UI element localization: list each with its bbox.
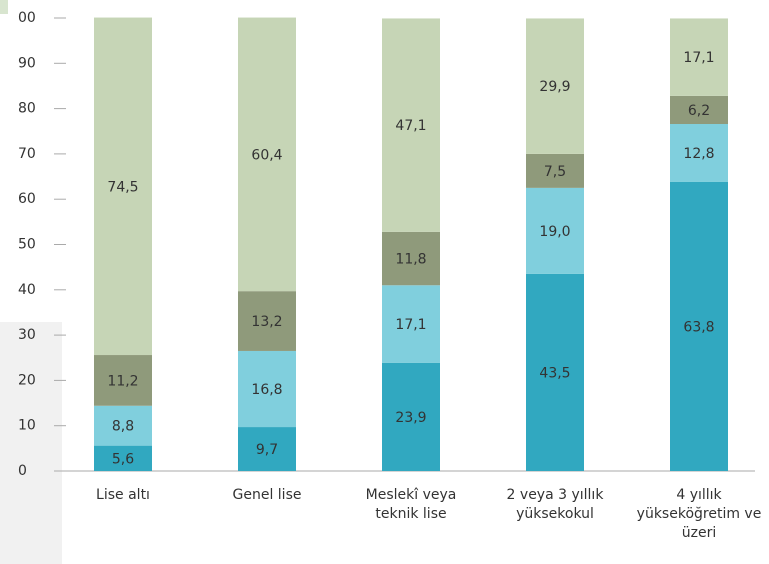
- x-tick-label: Genel lise: [232, 487, 302, 503]
- screen-artifact: [0, 0, 8, 14]
- data-label: 17,1: [683, 50, 714, 66]
- bar-segment: [670, 95, 728, 125]
- data-label: 23,9: [395, 410, 426, 426]
- bar-segment: [238, 291, 296, 351]
- bar-segment: [670, 124, 728, 182]
- x-tick-label: 2 veya 3 yıllık yüksekokul: [506, 487, 604, 522]
- data-label: 19,0: [539, 224, 570, 240]
- y-tick-label: 90: [18, 55, 36, 71]
- data-label: 12,8: [683, 146, 714, 162]
- y-tick-label: 00: [18, 10, 36, 26]
- data-label: 29,9: [539, 79, 570, 95]
- bar-segment: [526, 187, 584, 274]
- data-label: 47,1: [395, 118, 426, 134]
- bar-segment: [238, 17, 296, 292]
- bar-segment: [94, 355, 152, 406]
- y-tick-label: 40: [18, 282, 36, 298]
- screen-artifact: [0, 322, 62, 564]
- bar-segment: [670, 181, 728, 471]
- data-label: 8,8: [112, 419, 134, 435]
- data-label: 17,1: [395, 317, 426, 333]
- data-label: 16,8: [251, 382, 282, 398]
- bar-segment: [94, 445, 152, 471]
- y-tick-label: 20: [18, 372, 36, 388]
- bar-segment: [238, 350, 296, 428]
- y-tick-label: 80: [18, 101, 36, 117]
- bar-segment: [382, 362, 440, 471]
- y-tick-label: 0: [18, 463, 27, 479]
- bar-segment: [382, 285, 440, 363]
- bar-segment: [670, 18, 728, 96]
- bar-segment: [382, 231, 440, 286]
- y-tick-label: 30: [18, 327, 36, 343]
- data-label: 74,5: [107, 179, 138, 195]
- x-tick-label: Lise altı: [96, 487, 150, 503]
- data-label: 13,2: [251, 314, 282, 330]
- data-label: 11,2: [107, 373, 138, 389]
- y-tick-label: 60: [18, 191, 36, 207]
- bar-segment: [382, 18, 440, 232]
- y-tick-label: 70: [18, 146, 36, 162]
- data-label: 5,6: [112, 451, 134, 467]
- bar-segment: [526, 273, 584, 471]
- bar-segment: [238, 427, 296, 471]
- data-label: 43,5: [539, 365, 570, 381]
- data-label: 11,8: [395, 252, 426, 268]
- y-tick-label: 10: [18, 418, 36, 434]
- data-label: 6,2: [688, 103, 710, 119]
- y-tick-label: 50: [18, 237, 36, 253]
- data-label: 63,8: [683, 319, 714, 335]
- x-tick-label: 4 yıllık yükseköğretim ve üzeri: [636, 487, 762, 541]
- data-label: 60,4: [251, 147, 282, 163]
- bar-segment: [94, 405, 152, 446]
- bar-segment: [526, 153, 584, 188]
- bar-segment: [94, 17, 152, 356]
- data-label: 7,5: [544, 164, 566, 180]
- x-tick-label: Meslekî veya teknik lise: [365, 487, 457, 522]
- data-label: 9,7: [256, 442, 278, 458]
- bar-segment: [526, 18, 584, 154]
